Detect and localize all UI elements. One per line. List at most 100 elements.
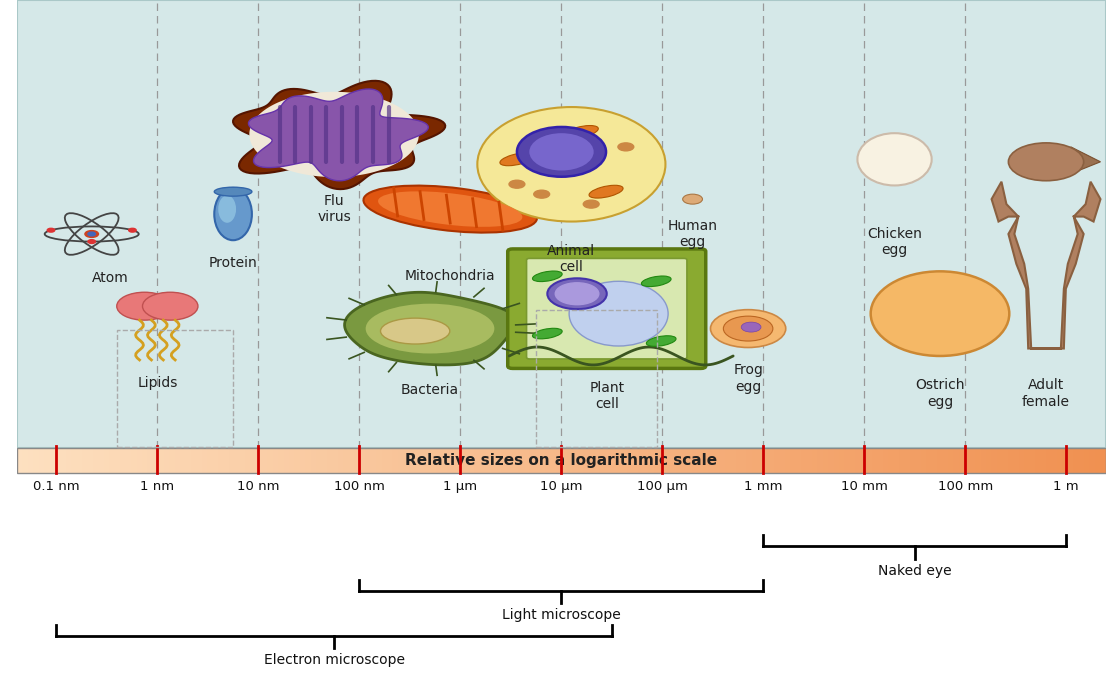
Bar (632, 448, 638, 473)
Bar (856, 448, 861, 473)
Bar (507, 448, 513, 473)
Bar (420, 448, 426, 473)
Text: Atom: Atom (92, 271, 128, 285)
Bar (556, 448, 561, 473)
Text: Frog
egg: Frog egg (733, 363, 763, 394)
Bar (818, 448, 822, 473)
Bar (98, 448, 104, 473)
Circle shape (1009, 143, 1083, 181)
Bar (627, 448, 632, 473)
Bar (349, 448, 354, 473)
Bar (316, 448, 322, 473)
Bar (839, 448, 844, 473)
Bar (49, 448, 55, 473)
Ellipse shape (647, 336, 676, 346)
Circle shape (88, 240, 95, 243)
Circle shape (555, 283, 599, 305)
Bar (333, 448, 338, 473)
Text: Adult
female: Adult female (1022, 378, 1070, 408)
Text: 100 μm: 100 μm (637, 480, 688, 493)
Bar (474, 448, 479, 473)
Bar (937, 448, 943, 473)
Bar (986, 448, 992, 473)
Bar (953, 448, 958, 473)
Bar (871, 448, 877, 473)
Bar (322, 448, 327, 473)
Bar (409, 448, 414, 473)
Ellipse shape (365, 304, 495, 353)
Bar (719, 448, 725, 473)
Polygon shape (1071, 147, 1100, 171)
Bar (948, 448, 953, 473)
Bar (774, 448, 779, 473)
Bar (28, 448, 34, 473)
Bar (866, 448, 871, 473)
Bar (833, 448, 839, 473)
Bar (174, 448, 180, 473)
Bar (822, 448, 828, 473)
Ellipse shape (477, 107, 666, 222)
Bar (289, 448, 295, 473)
Circle shape (143, 292, 198, 320)
Circle shape (128, 229, 136, 232)
Circle shape (682, 194, 703, 204)
Bar (577, 448, 583, 473)
Bar (44, 448, 49, 473)
Bar (93, 448, 98, 473)
Bar (540, 448, 545, 473)
Bar (458, 448, 464, 473)
Bar (502, 448, 507, 473)
Bar (915, 448, 920, 473)
Bar (223, 448, 229, 473)
Bar (60, 448, 66, 473)
Text: Bacteria: Bacteria (401, 383, 459, 397)
Bar (83, 448, 87, 473)
Ellipse shape (218, 195, 236, 223)
Bar (164, 448, 169, 473)
Bar (464, 448, 469, 473)
Bar (267, 448, 273, 473)
Bar (784, 448, 790, 473)
Bar (1046, 448, 1051, 473)
Bar (34, 448, 38, 473)
Circle shape (85, 231, 98, 238)
Circle shape (618, 143, 633, 151)
Bar (479, 448, 485, 473)
Ellipse shape (363, 185, 537, 233)
Bar (142, 448, 147, 473)
Bar (153, 448, 159, 473)
Bar (691, 448, 697, 473)
Bar (426, 448, 430, 473)
Bar (806, 448, 812, 473)
Bar (812, 448, 818, 473)
Bar (768, 448, 774, 473)
Bar (513, 448, 517, 473)
Ellipse shape (564, 125, 599, 138)
Bar (600, 448, 604, 473)
Bar (926, 448, 932, 473)
Bar (327, 448, 333, 473)
Bar (517, 448, 523, 473)
Bar (121, 448, 125, 473)
Text: 1 μm: 1 μm (443, 480, 477, 493)
Bar (240, 448, 246, 473)
Text: 0.1 nm: 0.1 nm (34, 480, 79, 493)
Bar (284, 448, 289, 473)
Bar (338, 448, 343, 473)
Text: 1 nm: 1 nm (141, 480, 174, 493)
Bar (1051, 448, 1057, 473)
Bar (638, 448, 643, 473)
Bar (1079, 448, 1083, 473)
Text: Ostrich
egg: Ostrich egg (915, 378, 965, 408)
Bar (828, 448, 833, 473)
Bar (229, 448, 235, 473)
Bar (528, 448, 534, 473)
Bar (975, 448, 981, 473)
Bar (273, 448, 278, 473)
Bar (757, 448, 763, 473)
Bar (1100, 448, 1106, 473)
Bar (905, 448, 909, 473)
Bar (545, 448, 551, 473)
Bar (376, 448, 382, 473)
Bar (844, 448, 850, 473)
